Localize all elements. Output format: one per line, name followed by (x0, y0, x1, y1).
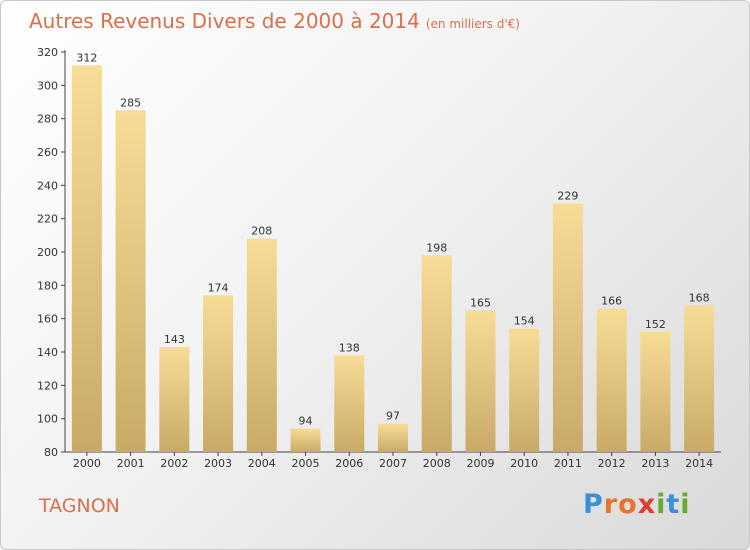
x-tick-label: 2001 (117, 457, 145, 470)
chart-title: Autres Revenus Divers de 2000 à 2014 (en … (29, 9, 520, 33)
data-label: 168 (689, 291, 710, 304)
x-tick-label: 2004 (248, 457, 276, 470)
y-tick-label: 300 (37, 79, 58, 92)
y-tick-label: 120 (37, 379, 58, 392)
logo-letter: i (656, 489, 667, 520)
logo-letter: r (603, 489, 619, 520)
x-tick-label: 2000 (73, 457, 101, 470)
x-tick-label: 2011 (554, 457, 582, 470)
data-label: 94 (299, 415, 313, 428)
data-label: 312 (76, 51, 97, 64)
x-tick-label: 2012 (598, 457, 626, 470)
logo-letter: i (680, 489, 691, 520)
x-tick-label: 2006 (335, 457, 363, 470)
bar (378, 423, 408, 452)
y-tick-label: 100 (37, 413, 58, 426)
bar (684, 305, 715, 452)
bar (421, 255, 452, 452)
bar (203, 295, 234, 452)
x-tick-label: 2009 (466, 457, 494, 470)
x-tick-label: 2002 (160, 457, 188, 470)
logo-letter: t (666, 489, 681, 520)
data-label: 154 (514, 315, 535, 328)
logo-letter: P (583, 489, 604, 520)
y-tick-label: 240 (37, 179, 58, 192)
y-tick-label: 320 (37, 46, 58, 59)
bar (509, 328, 540, 452)
y-tick-label: 220 (37, 213, 58, 226)
data-label: 165 (470, 296, 491, 309)
data-label: 97 (386, 410, 400, 423)
data-label: 174 (208, 281, 229, 294)
data-label: 166 (601, 295, 622, 308)
bar (290, 428, 321, 452)
data-label: 285 (120, 96, 141, 109)
bar (159, 347, 190, 452)
x-tick-label: 2003 (204, 457, 232, 470)
logo-letter: x (637, 489, 657, 520)
data-label: 152 (645, 318, 666, 331)
data-label: 143 (164, 333, 185, 346)
data-label: 229 (557, 190, 578, 203)
y-tick-label: 160 (37, 313, 58, 326)
bar (246, 238, 277, 452)
chart-subtitle: (en milliers d'€) (425, 17, 520, 31)
proxiti-logo: Proxiti (583, 489, 691, 520)
bar (465, 310, 496, 452)
bar (115, 110, 146, 452)
y-tick-label: 200 (37, 246, 58, 259)
logo-letter: o (618, 489, 638, 520)
data-label: 138 (339, 341, 360, 354)
y-tick-label: 260 (37, 146, 58, 159)
data-label: 208 (251, 225, 272, 238)
data-label: 198 (426, 241, 447, 254)
y-tick-label: 280 (37, 113, 58, 126)
bar (552, 203, 583, 452)
x-tick-label: 2010 (510, 457, 538, 470)
x-tick-label: 2014 (685, 457, 713, 470)
chart-title-text: Autres Revenus Divers de 2000 à 2014 (29, 9, 420, 33)
x-tick-label: 2013 (641, 457, 669, 470)
bar (596, 308, 627, 452)
y-tick-label: 140 (37, 346, 58, 359)
x-tick-label: 2008 (423, 457, 451, 470)
y-tick-label: 80 (44, 446, 58, 459)
x-tick-label: 2007 (379, 457, 407, 470)
bar (640, 332, 671, 452)
x-tick-label: 2005 (292, 457, 320, 470)
commune-name: TAGNON (39, 495, 120, 517)
bar (334, 355, 365, 452)
y-tick-label: 180 (37, 279, 58, 292)
bar (71, 65, 102, 452)
